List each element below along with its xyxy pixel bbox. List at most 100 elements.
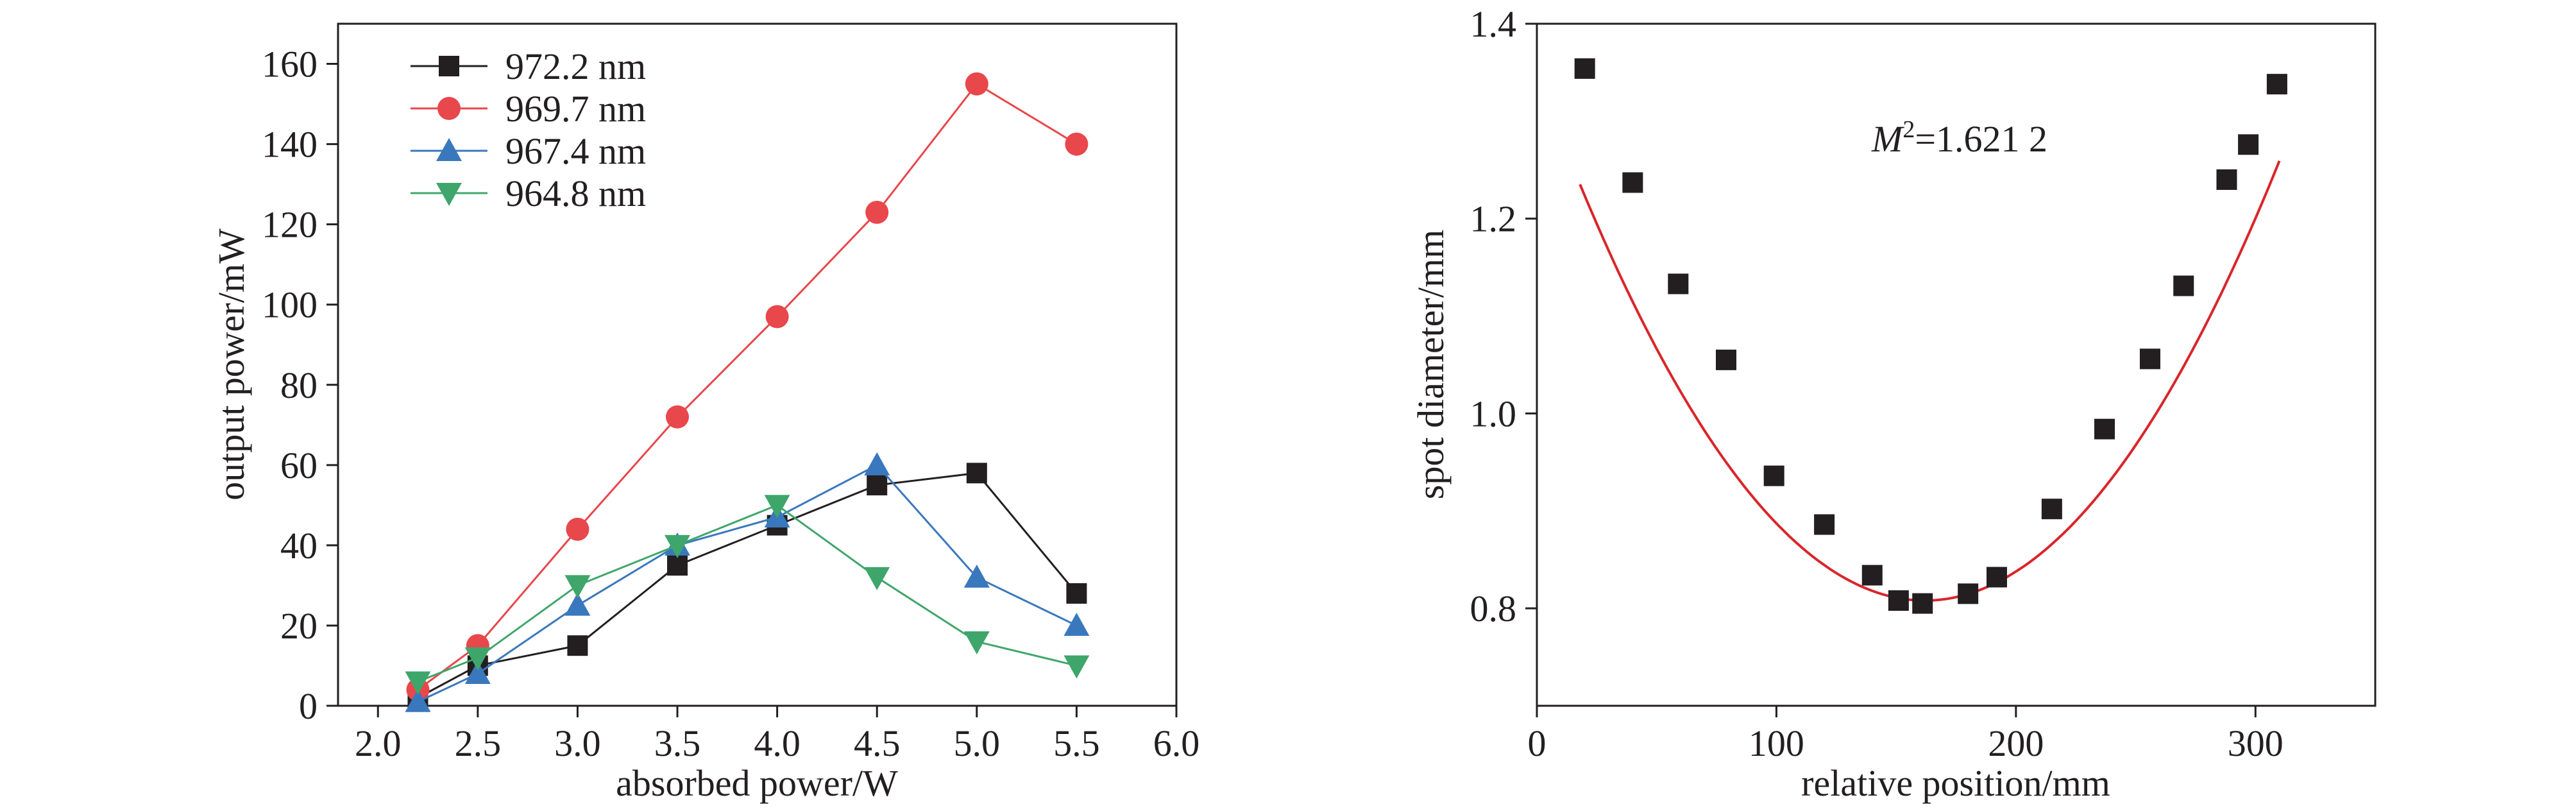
plot-frame [337, 22, 1178, 707]
y-axis-label: spot diameter/mm [1410, 230, 1452, 499]
series-group [405, 72, 1090, 712]
data-point [566, 517, 589, 541]
data-point [667, 555, 688, 576]
legend-entry: 969.7 nm [411, 88, 646, 130]
fit-curve [1579, 160, 2281, 602]
y-tick-label: 1.4 [1470, 3, 1517, 45]
x-tick-label: 4.5 [854, 722, 901, 764]
data-point [1065, 132, 1089, 156]
m2-symbol: M [1871, 118, 1904, 160]
chart-spot-diameter: 0 100 200 300 0.8 1.0 1.2 1.4 M2=1.621 2 relat… [1410, 3, 2377, 804]
data-point [2238, 134, 2259, 155]
data-point [464, 660, 491, 684]
series-line [417, 82, 1078, 691]
data-point [2173, 275, 2194, 296]
data-point [567, 635, 588, 656]
legend-entry: 967.4 nm [411, 130, 646, 172]
legend-entry: 964.8 nm [411, 173, 646, 214]
data-point [666, 405, 690, 429]
legend-label: 972.2 nm [505, 46, 646, 87]
data-point [1958, 583, 1979, 604]
data-point [1763, 465, 1784, 486]
x-tick-label: 100 [1749, 722, 1804, 764]
series-line [417, 463, 1078, 703]
y-tick-label: 40 [280, 525, 318, 567]
data-point [764, 495, 790, 518]
x-tick-label: 300 [2228, 722, 2284, 764]
plot-frame [1536, 22, 2377, 707]
data-point [405, 671, 431, 695]
data-point [1716, 349, 1737, 370]
x-tick-label: 200 [1988, 722, 2044, 764]
data-point [1888, 590, 1909, 611]
data-point [2216, 169, 2237, 190]
y-tick-label: 160 [262, 44, 318, 85]
data-point [1861, 565, 1883, 586]
x-tick-label: 5.5 [1053, 722, 1100, 764]
legend-entry: 972.2 nm [411, 46, 646, 87]
x-axis-ticks: 0 100 200 300 [1528, 706, 2284, 764]
data-point [564, 575, 591, 599]
x-axis-ticks: 2.0 2.5 3.0 3.5 4.0 4.5 5.0 5.5 6.0 [355, 706, 1199, 764]
legend-label: 969.7 nm [505, 88, 646, 130]
data-point [965, 72, 988, 96]
x-tick-label: 3.5 [654, 722, 701, 764]
m2-value: =1.621 2 [1915, 118, 2047, 160]
data-point [2094, 418, 2115, 440]
y-tick-label: 20 [280, 605, 318, 647]
series-3 [405, 495, 1090, 695]
x-axis-label: relative position/mm [1801, 762, 2110, 804]
data-point [864, 452, 890, 475]
y-axis-label: output power/mW [210, 228, 252, 500]
legend-marker [436, 183, 462, 206]
data-point [405, 688, 431, 712]
x-tick-label: 5.0 [954, 722, 1001, 764]
x-tick-label: 2.0 [355, 722, 402, 764]
data-point [1986, 567, 2007, 588]
data-point [1912, 593, 1933, 614]
y-axis-ticks: 0 20 40 60 80 100 120 140 160 [262, 44, 338, 727]
data-point [2041, 499, 2062, 520]
y-tick-label: 100 [262, 284, 318, 326]
x-tick-label: 3.0 [554, 722, 601, 764]
data-point [865, 200, 889, 224]
data-point [464, 647, 491, 670]
x-tick-label: 4.0 [754, 722, 801, 764]
x-axis-label: absorbed power/W [616, 762, 898, 804]
data-point [864, 567, 890, 590]
data-point [1066, 583, 1087, 604]
data-point [867, 475, 888, 496]
data-point [564, 592, 591, 616]
m2-superscript: 2 [1902, 116, 1915, 143]
y-axis-ticks: 0.8 1.0 1.2 1.4 [1470, 3, 1537, 629]
chart-power-vs-absorbed: 2.0 2.5 3.0 3.5 4.0 4.5 5.0 5.5 6.0 0 20 40 60 80 100… [210, 22, 1199, 804]
y-tick-label: 140 [262, 124, 318, 166]
data-point [966, 463, 987, 484]
legend-label: 964.8 nm [505, 173, 646, 214]
x-tick-label: 6.0 [1153, 722, 1200, 764]
data-point [1063, 655, 1090, 679]
x-tick-label: 2.5 [455, 722, 502, 764]
y-tick-label: 0.8 [1470, 588, 1517, 629]
data-point [1622, 172, 1643, 193]
y-tick-label: 0 [299, 685, 318, 727]
y-tick-label: 120 [262, 204, 318, 246]
x-tick-label: 0 [1528, 722, 1546, 764]
legend-marker [439, 56, 459, 76]
y-tick-label: 1.2 [1470, 198, 1517, 240]
data-point [2266, 74, 2287, 95]
data-point [1063, 612, 1090, 636]
m2-annotation: M2=1.621 2 [1871, 116, 2047, 160]
legend-marker [437, 97, 461, 120]
series-line [417, 504, 1077, 683]
data-point [963, 564, 990, 588]
data-point [665, 534, 691, 558]
series-2 [405, 452, 1090, 712]
y-tick-label: 60 [280, 445, 318, 486]
y-tick-label: 1.0 [1470, 393, 1517, 434]
y-tick-label: 80 [280, 364, 318, 406]
data-point [1668, 273, 1689, 295]
data-points [1574, 58, 2287, 614]
